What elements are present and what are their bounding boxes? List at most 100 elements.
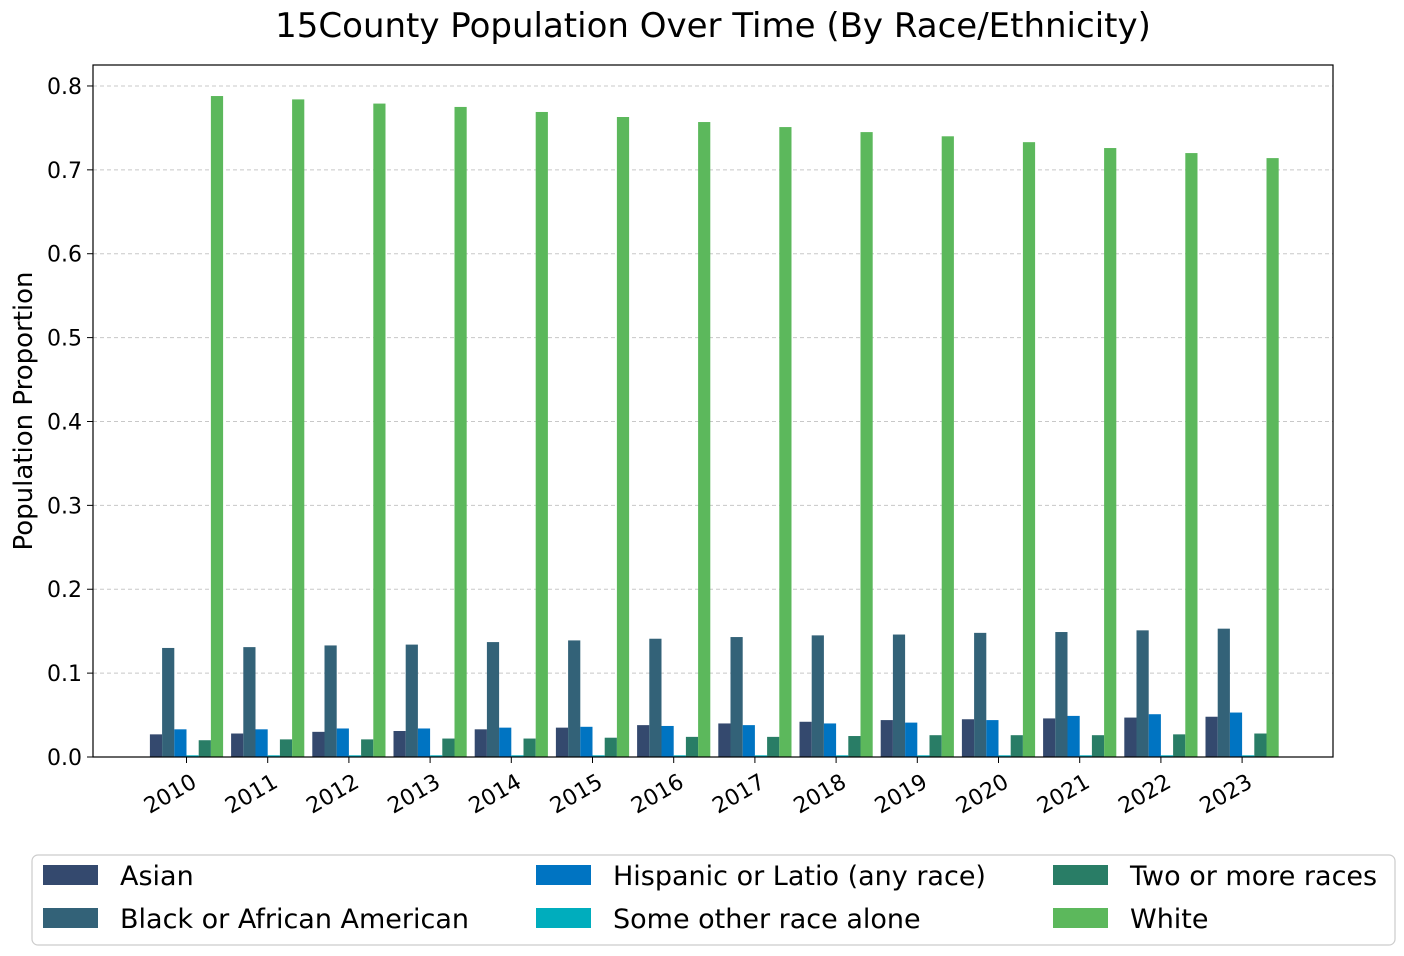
bar: [267, 755, 280, 757]
x-tick-label: 2010: [140, 770, 201, 820]
legend-swatch: [1053, 865, 1108, 885]
bar: [555, 727, 569, 757]
x-tick-label: 2011: [221, 770, 282, 820]
bar: [523, 738, 536, 757]
bar: [1160, 755, 1174, 757]
x-tick-label: 2018: [790, 770, 851, 820]
bar: [255, 729, 268, 757]
bar: [1148, 714, 1161, 757]
bar: [961, 719, 975, 757]
x-tick-label: 2016: [627, 770, 688, 820]
bar: [616, 117, 630, 758]
bar: [1124, 717, 1137, 757]
y-axis-ticks: 0.0 0.1 0.2 0.3 0.4 0.5 0.6 0.7 0.8: [47, 75, 93, 771]
bars: [149, 96, 1279, 758]
bar: [336, 728, 349, 757]
y-tick-label: 0.7: [47, 159, 82, 184]
x-tick-label: 2019: [871, 770, 932, 820]
bar: [417, 728, 431, 757]
bar: [1010, 735, 1023, 757]
legend-swatch: [43, 865, 98, 885]
bar: [1173, 734, 1186, 757]
bar: [279, 739, 293, 757]
bar: [1022, 142, 1036, 758]
x-tick-label: 2020: [952, 770, 1013, 820]
x-tick-label: 2015: [546, 770, 607, 820]
bar: [823, 723, 837, 757]
bar: [905, 722, 918, 757]
bar: [580, 726, 593, 757]
bar: [405, 644, 418, 757]
y-tick-label: 0.5: [47, 327, 82, 352]
bar: [1266, 158, 1279, 757]
plot-frame: [92, 64, 1334, 758]
chart-title: 15County Population Over Time (By Race/E…: [275, 6, 1151, 46]
bar: [486, 642, 500, 757]
x-tick-label: 2012: [303, 770, 364, 820]
bar: [1254, 733, 1267, 757]
bar: [231, 733, 244, 757]
bar: [535, 111, 548, 758]
legend-label: White: [1130, 904, 1209, 935]
bar: [198, 740, 211, 757]
legend-swatch: [536, 865, 591, 885]
x-tick-label: 2013: [384, 770, 445, 820]
bar: [1043, 718, 1056, 757]
y-tick-label: 0.3: [47, 494, 82, 519]
bar: [1091, 735, 1105, 757]
bar: [1185, 153, 1198, 757]
bar: [499, 727, 512, 757]
bar: [474, 729, 487, 757]
legend-label: Asian: [120, 861, 194, 892]
bar: [698, 122, 711, 757]
bar: [1242, 755, 1255, 757]
bar: [811, 635, 824, 757]
bar: [892, 634, 906, 757]
bar: [324, 645, 337, 757]
bar: [604, 737, 617, 757]
bar: [880, 720, 893, 757]
bar: [860, 132, 873, 757]
bar: [592, 755, 605, 757]
y-tick-label: 0.0: [47, 746, 82, 771]
bar: [292, 99, 305, 757]
bar: [685, 736, 699, 757]
bar: [718, 723, 731, 757]
bar: [186, 755, 199, 757]
bar: [1136, 630, 1149, 757]
legend-label: Some other race alone: [613, 904, 921, 935]
bar: [511, 755, 524, 757]
y-axis-label: Population Proportion: [9, 271, 39, 550]
bar: [1205, 716, 1218, 757]
y-tick-label: 0.1: [47, 662, 82, 687]
bar: [1055, 632, 1068, 757]
legend: Asian Black or African American Hispanic o…: [31, 854, 1396, 946]
bar: [929, 735, 942, 757]
bar: [442, 738, 455, 757]
y-tick-label: 0.8: [47, 75, 82, 100]
bar: [312, 731, 325, 757]
bar: [799, 721, 812, 757]
bar: [393, 730, 406, 757]
legend-swatch: [1053, 908, 1108, 928]
y-tick-label: 0.6: [47, 243, 82, 268]
bar: [174, 729, 187, 757]
bar: [243, 647, 256, 757]
bar: [779, 127, 792, 757]
bar: [373, 103, 386, 758]
bar: [986, 720, 999, 757]
bar: [1229, 712, 1243, 757]
gridlines: [93, 85, 1333, 674]
x-tick-label: 2021: [1033, 770, 1094, 820]
legend-label: Black or African American: [120, 904, 469, 935]
bar: [754, 755, 768, 757]
bar: [348, 755, 362, 757]
bar: [361, 739, 374, 757]
legend-swatch: [536, 908, 591, 928]
y-tick-label: 0.4: [47, 410, 82, 435]
bar: [836, 755, 849, 757]
bar: [454, 106, 467, 757]
legend-label: Hispanic or Latio (any race): [613, 861, 986, 892]
bar: [430, 755, 443, 757]
bar: [162, 647, 175, 757]
